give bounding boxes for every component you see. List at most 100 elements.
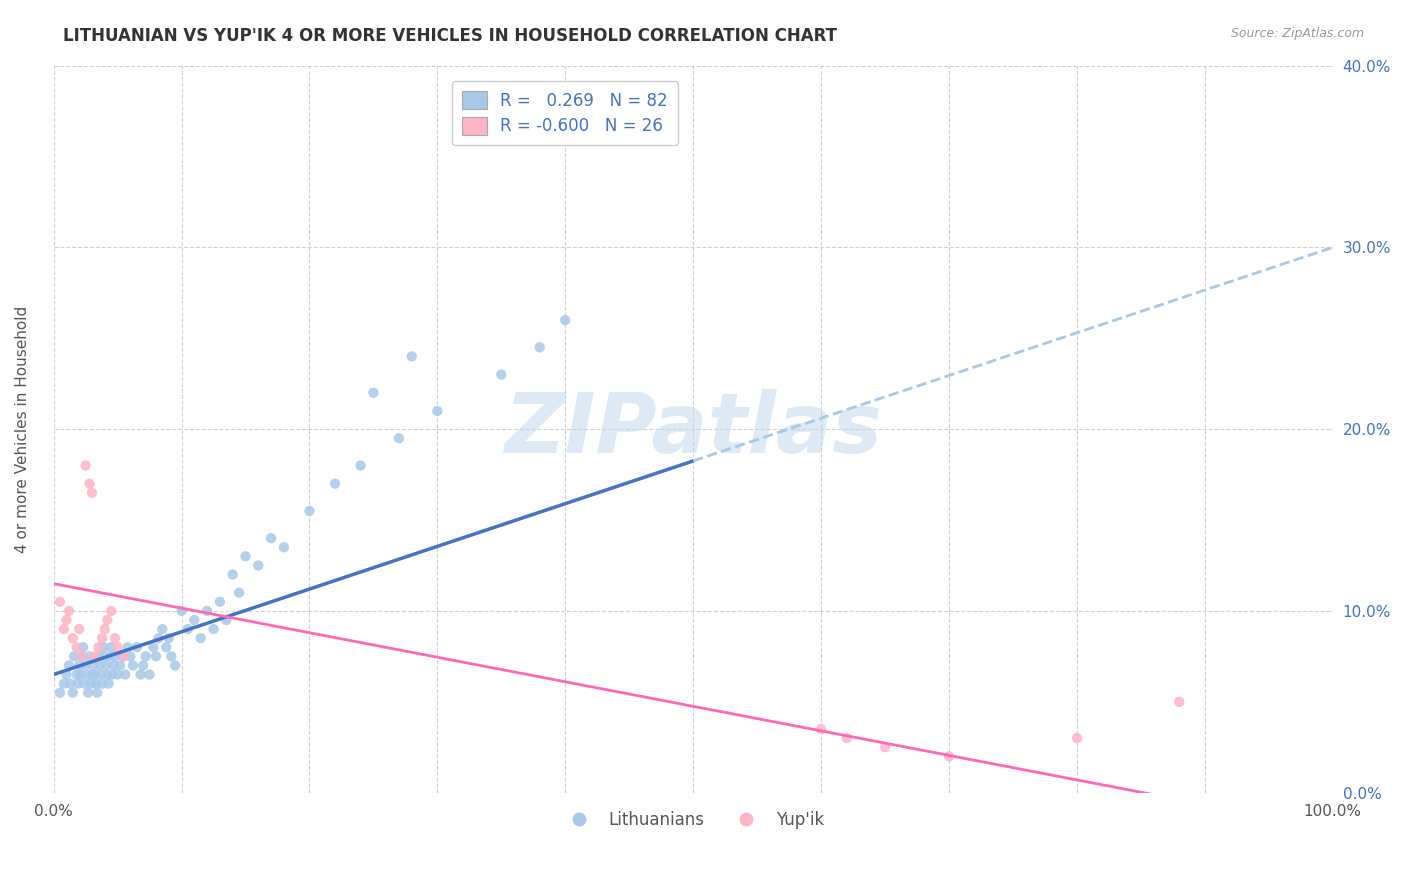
Point: [77, 686, 100, 700]
Y-axis label: 4 or more Vehicles in Household: 4 or more Vehicles in Household: [15, 305, 30, 553]
Point: [103, 658, 125, 673]
Point: [67, 622, 90, 636]
Point: [222, 567, 245, 582]
Point: [80, 676, 103, 690]
Point: [62, 631, 84, 645]
Point: [52, 676, 75, 690]
Point: [93, 640, 115, 655]
Point: [49, 595, 72, 609]
Point: [228, 585, 250, 599]
Text: Source: ZipAtlas.com: Source: ZipAtlas.com: [1230, 27, 1364, 40]
Point: [73, 676, 96, 690]
Point: [100, 604, 122, 618]
Point: [63, 649, 86, 664]
Point: [108, 658, 131, 673]
Point: [117, 640, 139, 655]
Point: [72, 640, 94, 655]
Point: [122, 658, 145, 673]
Point: [138, 667, 160, 681]
Point: [112, 649, 135, 664]
Point: [208, 595, 231, 609]
Point: [177, 622, 200, 636]
Point: [97, 676, 120, 690]
Point: [104, 649, 127, 664]
Point: [89, 658, 111, 673]
Point: [80, 667, 103, 681]
Point: [91, 676, 114, 690]
Point: [75, 658, 97, 673]
Point: [170, 604, 193, 618]
Point: [69, 667, 91, 681]
Point: [1168, 695, 1191, 709]
Point: [388, 431, 411, 445]
Point: [101, 667, 124, 681]
Point: [104, 631, 127, 645]
Point: [873, 740, 896, 755]
Point: [401, 350, 423, 364]
Point: [1066, 731, 1088, 745]
Point: [79, 649, 101, 664]
Point: [132, 658, 155, 673]
Point: [58, 604, 80, 618]
Point: [87, 649, 110, 664]
Point: [157, 631, 180, 645]
Point: [273, 541, 295, 555]
Point: [107, 640, 129, 655]
Point: [529, 340, 551, 354]
Point: [142, 640, 165, 655]
Point: [195, 604, 218, 618]
Point: [145, 649, 167, 664]
Point: [135, 649, 157, 664]
Point: [86, 686, 108, 700]
Point: [76, 667, 98, 681]
Point: [70, 649, 93, 664]
Legend: Lithuanians, Yup'ik: Lithuanians, Yup'ik: [555, 804, 831, 835]
Point: [66, 667, 89, 681]
Point: [111, 649, 134, 664]
Point: [80, 485, 103, 500]
Point: [107, 667, 129, 681]
Point: [67, 658, 90, 673]
Point: [94, 658, 117, 673]
Point: [55, 667, 77, 681]
Point: [58, 658, 80, 673]
Point: [155, 640, 177, 655]
Point: [83, 649, 105, 664]
Point: [247, 558, 270, 573]
Point: [190, 631, 212, 645]
Point: [260, 531, 283, 545]
Point: [94, 649, 117, 664]
Text: LITHUANIAN VS YUP'IK 4 OR MORE VEHICLES IN HOUSEHOLD CORRELATION CHART: LITHUANIAN VS YUP'IK 4 OR MORE VEHICLES …: [63, 27, 837, 45]
Point: [75, 458, 97, 473]
Point: [90, 667, 112, 681]
Point: [938, 749, 960, 764]
Point: [835, 731, 858, 745]
Point: [98, 649, 121, 664]
Point: [235, 549, 257, 564]
Point: [59, 676, 82, 690]
Point: [79, 476, 101, 491]
Point: [49, 686, 72, 700]
Point: [165, 658, 187, 673]
Point: [810, 722, 832, 736]
Point: [66, 640, 89, 655]
Text: ZIPatlas: ZIPatlas: [505, 389, 882, 469]
Point: [55, 613, 77, 627]
Point: [426, 404, 449, 418]
Point: [491, 368, 513, 382]
Point: [349, 458, 371, 473]
Point: [52, 622, 75, 636]
Point: [84, 676, 107, 690]
Point: [148, 631, 170, 645]
Point: [125, 640, 148, 655]
Point: [70, 649, 93, 664]
Point: [62, 686, 84, 700]
Point: [160, 649, 183, 664]
Point: [114, 667, 136, 681]
Point: [215, 613, 238, 627]
Point: [94, 622, 117, 636]
Point: [100, 640, 122, 655]
Point: [323, 476, 346, 491]
Point: [202, 622, 225, 636]
Point: [363, 385, 385, 400]
